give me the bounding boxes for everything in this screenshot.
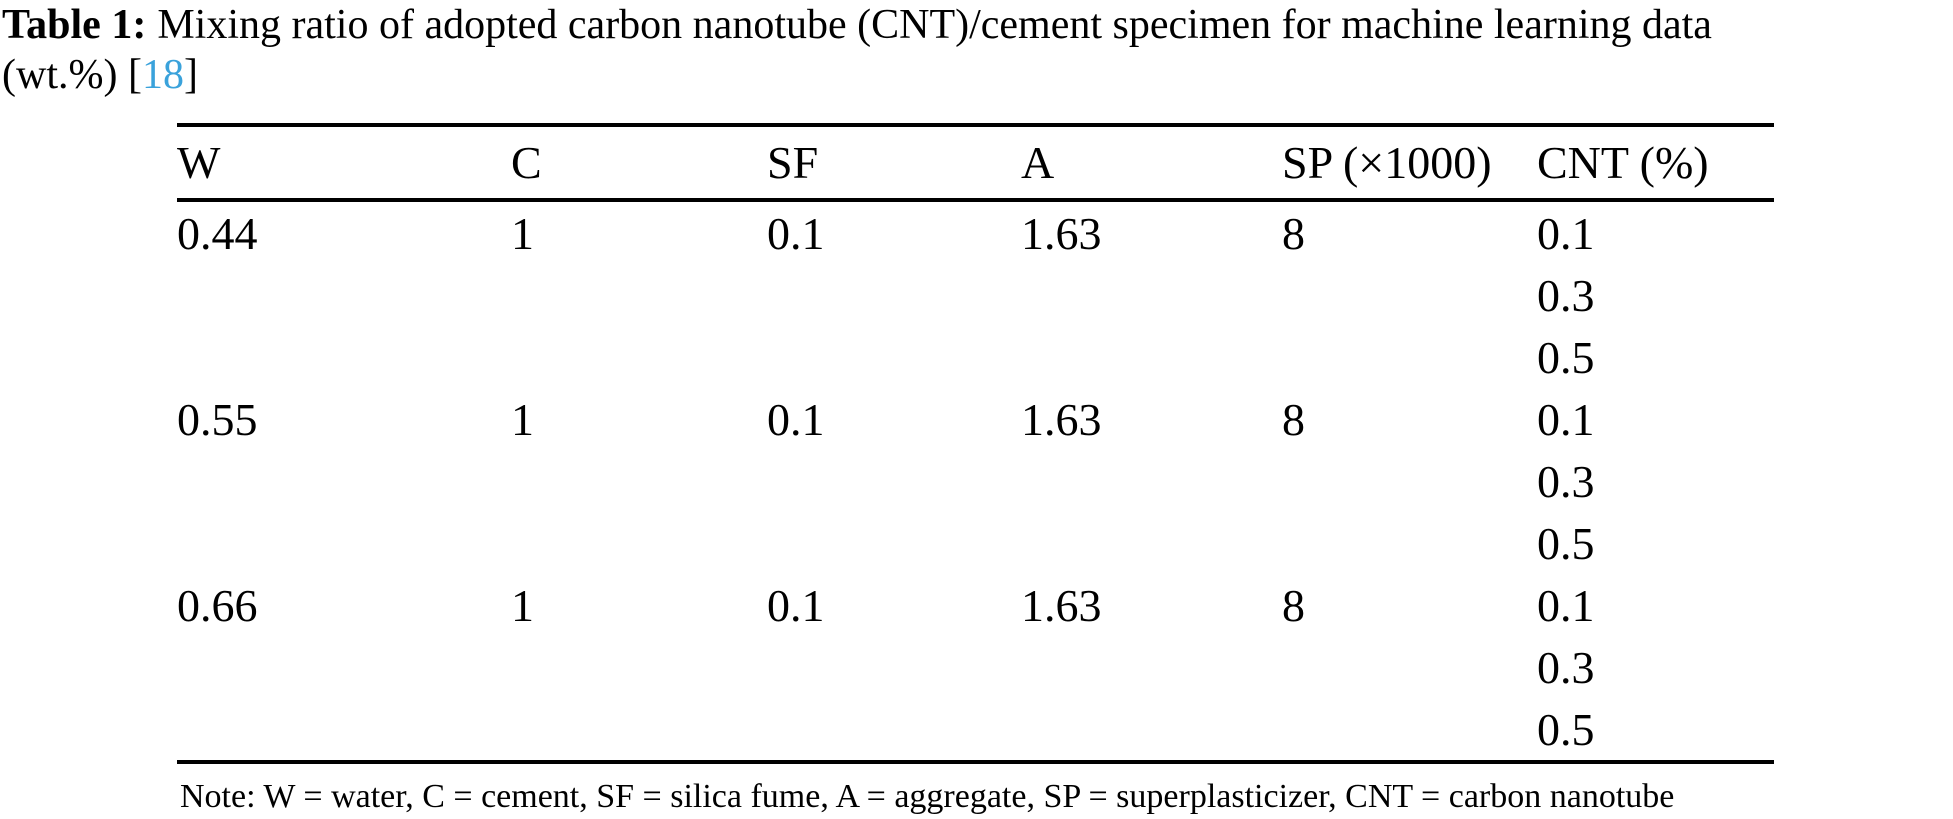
- table-cell: [177, 326, 511, 388]
- table-cell: [511, 450, 767, 512]
- table-cell: 0.1: [1537, 207, 1595, 259]
- table-cell: [1282, 326, 1537, 388]
- table-cell: 0.44: [177, 207, 258, 259]
- table-cell: 0.5: [1537, 331, 1595, 383]
- citation-link[interactable]: 18: [141, 52, 184, 98]
- table-cell: 0.3: [1537, 269, 1595, 321]
- citation-bracket-open: [: [127, 52, 142, 98]
- table-cell: [1282, 512, 1537, 574]
- table-row: 0.3: [177, 636, 1774, 698]
- caption-line-1: Table 1: Mixing ratio of adopted carbon n…: [2, 0, 1712, 50]
- table-cell: [767, 636, 1021, 698]
- table-cell: 1: [511, 393, 534, 445]
- table-cell: 1: [511, 207, 534, 259]
- mixing-ratio-table: W C SF A SP (×1000) CNT (%) 0.44 1 0.1 1…: [177, 123, 1774, 764]
- table-cell: [1021, 512, 1282, 574]
- table-cell: [177, 698, 511, 762]
- table-row: 0.5: [177, 698, 1774, 762]
- table-cell: [1021, 698, 1282, 762]
- table-cell: 0.3: [1537, 641, 1595, 693]
- table-cell: 1: [511, 579, 534, 631]
- table-cell: 0.3: [1537, 455, 1595, 507]
- table-cell: [1282, 450, 1537, 512]
- table-row: 0.66 1 0.1 1.63 8 0.1: [177, 574, 1774, 636]
- table-cell: [767, 698, 1021, 762]
- table-cell: [1021, 326, 1282, 388]
- table-cell: 0.66: [177, 579, 258, 631]
- table-cell: [767, 326, 1021, 388]
- table-cell: 1.63: [1021, 393, 1102, 445]
- table-caption: Table 1: Mixing ratio of adopted carbon n…: [2, 0, 1712, 100]
- table-cell: [1282, 264, 1537, 326]
- table-cell: 8: [1282, 207, 1305, 259]
- table-header-row: W C SF A SP (×1000) CNT (%): [177, 125, 1774, 202]
- table-cell: [1282, 698, 1537, 762]
- table-cell: [767, 450, 1021, 512]
- table-cell: 0.5: [1537, 703, 1595, 755]
- column-header-cnt: CNT (%): [1537, 125, 1774, 202]
- table-cell: [1021, 450, 1282, 512]
- table-cell: [177, 264, 511, 326]
- table-cell: 0.55: [177, 393, 258, 445]
- caption-label: Table 1:: [2, 2, 147, 48]
- citation-bracket-close: ]: [183, 52, 198, 98]
- table-cell: 0.1: [1537, 579, 1595, 631]
- table-cell: 0.1: [767, 207, 825, 259]
- table-cell: [767, 512, 1021, 574]
- table-cell: 1.63: [1021, 579, 1102, 631]
- column-header-w: W: [177, 125, 511, 202]
- table-cell: 8: [1282, 579, 1305, 631]
- table-cell: [177, 512, 511, 574]
- table-cell: [511, 636, 767, 698]
- table-cell: 0.1: [767, 393, 825, 445]
- table-note: Note: W = water, C = cement, SF = silica…: [180, 778, 1675, 815]
- table-cell: [1021, 636, 1282, 698]
- table-row: 0.3: [177, 264, 1774, 326]
- caption-text: Mixing ratio of adopted carbon nanotube …: [157, 2, 1712, 48]
- table-row: 0.5: [177, 512, 1774, 574]
- table-cell: [511, 698, 767, 762]
- table-cell: [1021, 264, 1282, 326]
- column-header-c: C: [511, 125, 767, 202]
- caption-line-2: (wt.%) [18]: [2, 50, 1712, 100]
- table-cell: [511, 512, 767, 574]
- table-cell: [177, 450, 511, 512]
- table-cell: [511, 264, 767, 326]
- table-cell: 0.1: [1537, 393, 1595, 445]
- caption-units: (wt.%): [2, 52, 128, 98]
- table-cell: 8: [1282, 393, 1305, 445]
- column-header-sp: SP (×1000): [1282, 125, 1537, 202]
- table-row: 0.5: [177, 326, 1774, 388]
- column-header-a: A: [1021, 125, 1282, 202]
- table-cell: [767, 264, 1021, 326]
- table-row: 0.44 1 0.1 1.63 8 0.1: [177, 200, 1774, 264]
- column-header-sf: SF: [767, 125, 1021, 202]
- table-cell: [1282, 636, 1537, 698]
- table-cell: 1.63: [1021, 207, 1102, 259]
- table-row: 0.55 1 0.1 1.63 8 0.1: [177, 388, 1774, 450]
- table-cell: [177, 636, 511, 698]
- table-row: 0.3: [177, 450, 1774, 512]
- table-container: W C SF A SP (×1000) CNT (%) 0.44 1 0.1 1…: [177, 123, 1774, 764]
- table-cell: [511, 326, 767, 388]
- table-cell: 0.1: [767, 579, 825, 631]
- table-cell: 0.5: [1537, 517, 1595, 569]
